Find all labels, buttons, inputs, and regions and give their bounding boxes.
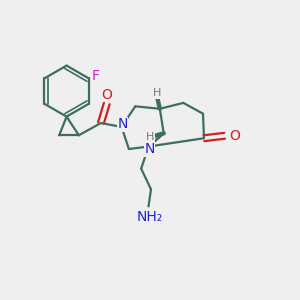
Text: N: N — [144, 142, 155, 156]
Text: NH₂: NH₂ — [136, 210, 163, 224]
Text: H: H — [146, 132, 154, 142]
Text: F: F — [92, 69, 100, 83]
Text: H: H — [153, 88, 161, 98]
Text: O: O — [229, 129, 240, 143]
Text: O: O — [101, 88, 112, 101]
Text: N: N — [117, 118, 128, 131]
